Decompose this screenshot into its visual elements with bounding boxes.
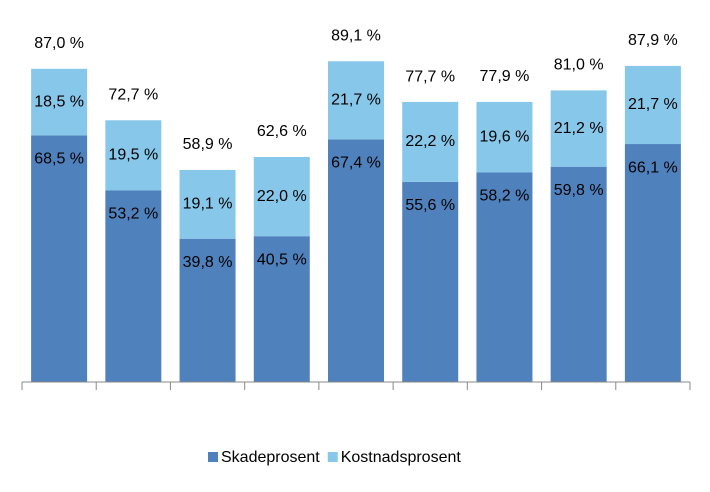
bar-segment	[31, 68, 88, 136]
bar-segment	[624, 65, 681, 145]
bar-segment	[550, 90, 607, 167]
value-label: 40,5 %	[257, 251, 307, 268]
legend-label: Skadeprosent	[221, 449, 320, 466]
bar-segment	[550, 166, 607, 382]
bar-segment	[179, 238, 236, 382]
value-label: 22,0 %	[257, 188, 307, 205]
value-label: 21,7 %	[331, 92, 381, 109]
value-label: 58,2 %	[480, 188, 530, 205]
bar-segment	[476, 172, 533, 382]
value-label: 18,5 %	[34, 93, 84, 110]
bar-segment	[328, 61, 384, 140]
total-label: 77,7 %	[405, 68, 455, 85]
bar-segment	[402, 181, 459, 382]
bar-segment	[476, 101, 533, 173]
value-label: 19,1 %	[183, 196, 233, 213]
value-label: 39,8 %	[183, 254, 233, 271]
total-label: 77,9 %	[480, 68, 530, 85]
legend-swatch	[208, 452, 218, 462]
value-label: 19,5 %	[108, 147, 158, 164]
total-label: 89,1 %	[331, 27, 381, 44]
value-label: 67,4 %	[331, 155, 381, 172]
total-label: 62,6 %	[257, 123, 307, 140]
bar-segment	[253, 157, 310, 237]
bar-segment	[31, 135, 88, 382]
value-label: 22,2 %	[405, 133, 455, 150]
total-label: 58,9 %	[183, 136, 233, 153]
bar-segment	[624, 144, 681, 382]
total-label: 72,7 %	[108, 86, 158, 103]
bar-segment	[328, 139, 384, 382]
legend-swatch	[327, 452, 338, 462]
value-label: 53,2 %	[108, 206, 158, 223]
value-label: 59,8 %	[554, 182, 604, 199]
value-label: 21,7 %	[628, 96, 678, 113]
value-label: 19,6 %	[480, 128, 530, 145]
bar-segment	[105, 190, 162, 382]
value-label: 66,1 %	[628, 159, 678, 176]
bar-segment	[402, 101, 459, 182]
bar-segment	[105, 120, 162, 191]
total-label: 87,9 %	[628, 32, 678, 49]
total-label: 87,0 %	[34, 35, 84, 52]
bar-segment	[179, 169, 236, 239]
value-label: 55,6 %	[405, 197, 455, 214]
value-label: 21,2 %	[554, 120, 604, 137]
bar-segment	[253, 236, 310, 382]
total-label: 81,0 %	[554, 57, 604, 74]
value-label: 68,5 %	[34, 151, 84, 168]
legend-label: Kostnadsprosent	[341, 449, 462, 466]
